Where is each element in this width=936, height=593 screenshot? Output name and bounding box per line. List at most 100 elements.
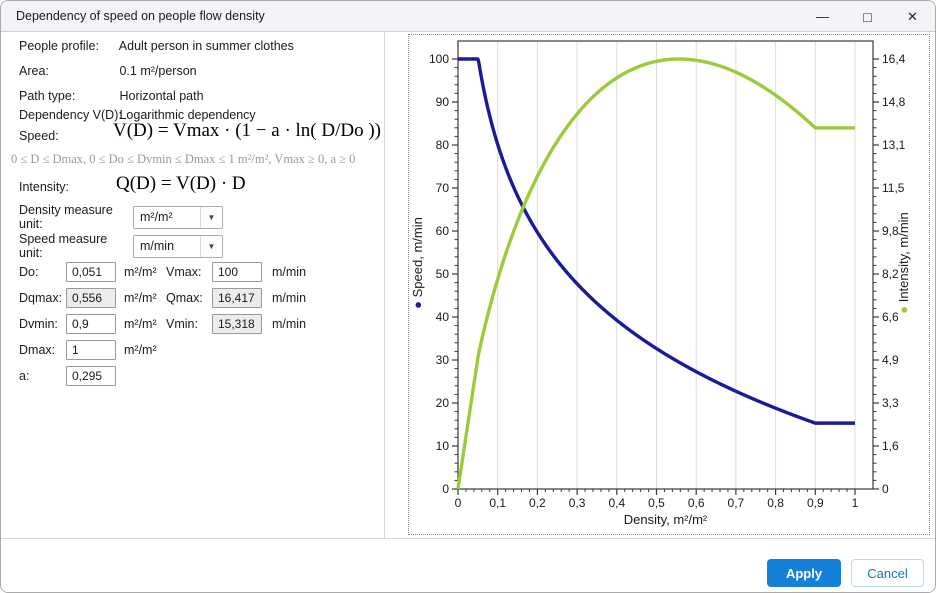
footer-bar: Apply Cancel bbox=[1, 538, 935, 592]
x-axis-tick-label: 0,6 bbox=[688, 496, 705, 510]
close-icon[interactable]: ✕ bbox=[890, 1, 935, 32]
vmax-unit: m/min bbox=[272, 265, 307, 279]
formula-constraints: 0 ≤ D ≤ Dmax, 0 ≤ Do ≤ Dvmin ≤ Dmax ≤ 1 … bbox=[11, 152, 356, 166]
left-axis-tick-label: 100 bbox=[429, 52, 449, 66]
vmax-input[interactable] bbox=[212, 262, 262, 282]
right-axis-tick-label: 9,8 bbox=[882, 224, 899, 238]
left-axis-tick-label: 80 bbox=[436, 138, 450, 152]
minimize-icon[interactable]: — bbox=[800, 1, 845, 32]
left-axis-tick-label: 50 bbox=[436, 267, 450, 281]
x-axis-tick-label: 0,3 bbox=[569, 496, 586, 510]
dependency-label: Dependency V(D): bbox=[19, 108, 122, 122]
maximize-icon[interactable]: □ bbox=[845, 1, 890, 32]
right-axis-tick-label: 11,5 bbox=[882, 181, 905, 195]
path-type-value: Horizontal path bbox=[119, 89, 204, 103]
dqmax-unit: m²/m² bbox=[124, 291, 157, 305]
x-axis-tick-label: 0,1 bbox=[489, 496, 506, 510]
right-axis-tick-label: 3,3 bbox=[882, 396, 899, 410]
title-bar: Dependency of speed on people flow densi… bbox=[1, 1, 935, 32]
window-title: Dependency of speed on people flow densi… bbox=[16, 9, 265, 23]
x-axis-tick-label: 0,5 bbox=[648, 496, 665, 510]
left-axis-tick-label: 30 bbox=[436, 353, 450, 367]
left-axis-tick-label: 60 bbox=[436, 224, 450, 238]
do-input[interactable] bbox=[66, 262, 116, 282]
dvmin-input[interactable] bbox=[66, 314, 116, 334]
right-axis-tick-label: 6,6 bbox=[882, 310, 899, 324]
dependency-row: Dependency V(D): Logarithmic dependency bbox=[19, 108, 256, 122]
left-axis-tick-label: 70 bbox=[436, 181, 450, 195]
a-label: a: bbox=[19, 369, 30, 383]
density-unit-label: Density measure unit: bbox=[19, 203, 113, 231]
qmax-field[interactable] bbox=[212, 288, 262, 308]
x-axis-tick-label: 0,2 bbox=[529, 496, 546, 510]
x-axis-tick-label: 0,7 bbox=[728, 496, 745, 510]
do-unit: m²/m² bbox=[124, 265, 157, 279]
x-axis-tick-label: 1 bbox=[852, 496, 859, 510]
speed-formula-row: Speed: bbox=[19, 129, 116, 143]
left-axis-tick-label: 10 bbox=[436, 439, 450, 453]
left-axis-tick-label: 20 bbox=[436, 396, 450, 410]
speed-label: Speed: bbox=[19, 129, 59, 143]
left-axis-title: ● Speed, m/min bbox=[410, 217, 425, 309]
speed-unit-select[interactable]: m/min ▼ bbox=[133, 234, 223, 258]
apply-button[interactable]: Apply bbox=[767, 559, 841, 587]
dmax-unit: m²/m² bbox=[124, 343, 157, 357]
density-speed-chart-panel[interactable]: 0 10 20 30 40 50 60 70 80 90 100 0 1,6 3,3 4,9 6,6 8,2 9,… bbox=[408, 34, 930, 535]
x-axis-tick-label: 0 bbox=[455, 496, 462, 510]
x-axis-title: Density, m²/m² bbox=[624, 512, 708, 527]
area-label: Area: bbox=[19, 64, 49, 78]
parameter-fields: Do: m²/m² Vmax: m/min Dqmax: m²/m² Qmax:… bbox=[19, 262, 314, 386]
right-axis-tick-label: 14,8 bbox=[882, 95, 906, 109]
right-axis-tick-label: 0 bbox=[882, 482, 889, 496]
right-axis-tick-label: 1,6 bbox=[882, 439, 899, 453]
intensity-curve bbox=[456, 57, 856, 490]
path-type-label: Path type: bbox=[19, 89, 76, 103]
density-unit-select[interactable]: m²/m² ▼ bbox=[133, 205, 223, 229]
chevron-down-icon[interactable]: ▼ bbox=[200, 206, 222, 228]
speed-unit-value: m/min bbox=[140, 239, 175, 253]
chevron-down-icon[interactable]: ▼ bbox=[200, 235, 222, 257]
density-unit-value: m²/m² bbox=[140, 210, 173, 224]
right-axis-tick-label: 16,4 bbox=[882, 52, 906, 66]
speed-unit-row: Speed measure unit: m/min ▼ bbox=[19, 232, 223, 260]
do-label: Do: bbox=[19, 265, 39, 279]
right-axis-title: ● Intensity, m/min bbox=[896, 212, 911, 314]
qmax-label: Qmax: bbox=[166, 291, 203, 305]
people-profile-label: People profile: bbox=[19, 39, 99, 53]
density-unit-row: Density measure unit: m²/m² ▼ bbox=[19, 203, 223, 231]
dmax-label: Dmax: bbox=[19, 343, 56, 357]
dependency-value: Logarithmic dependency bbox=[119, 108, 256, 122]
left-axis-tick-label: 90 bbox=[436, 95, 450, 109]
right-axis-tick-label: 8,2 bbox=[882, 267, 899, 281]
cancel-button[interactable]: Cancel bbox=[851, 559, 924, 587]
path-type-row: Path type: Horizontal path bbox=[19, 89, 204, 103]
dvmin-unit: m²/m² bbox=[124, 317, 157, 331]
qmax-unit: m/min bbox=[272, 291, 307, 305]
people-profile-value: Adult person in summer clothes bbox=[118, 39, 294, 53]
vmin-label: Vmin: bbox=[166, 317, 198, 331]
x-axis-tick-label: 0,4 bbox=[608, 496, 625, 510]
left-axis-tick-label: 0 bbox=[442, 482, 449, 496]
x-axis-tick-label: 0,9 bbox=[807, 496, 824, 510]
x-axis-tick-label: 0,8 bbox=[767, 496, 784, 510]
density-speed-chart: 010203040506070809010001,63,34,96,68,29,… bbox=[410, 40, 911, 527]
window-controls: — □ ✕ bbox=[800, 1, 935, 32]
area-value: 0.1 m²/person bbox=[119, 64, 197, 78]
right-axis-tick-label: 4,9 bbox=[882, 353, 899, 367]
vmin-unit: m/min bbox=[272, 317, 307, 331]
vmax-label: Vmax: bbox=[166, 265, 202, 279]
area-row: Area: 0.1 m²/person bbox=[19, 64, 197, 78]
dqmax-label: Dqmax: bbox=[19, 291, 63, 305]
intensity-formula-row: Intensity: bbox=[19, 180, 116, 194]
people-profile-row: People profile: Adult person in summer c… bbox=[19, 39, 294, 53]
intensity-label: Intensity: bbox=[19, 180, 70, 194]
left-axis-tick-label: 40 bbox=[436, 310, 450, 324]
dvmin-label: Dvmin: bbox=[19, 317, 58, 331]
right-axis-tick-label: 13,1 bbox=[882, 138, 906, 152]
a-input[interactable] bbox=[66, 366, 116, 386]
dmax-input[interactable] bbox=[66, 340, 116, 360]
dqmax-field[interactable] bbox=[66, 288, 116, 308]
vmin-field[interactable] bbox=[212, 314, 262, 334]
speed-formula: V(D) = Vmax · (1 − a · ln( D/Do )) bbox=[113, 120, 382, 141]
